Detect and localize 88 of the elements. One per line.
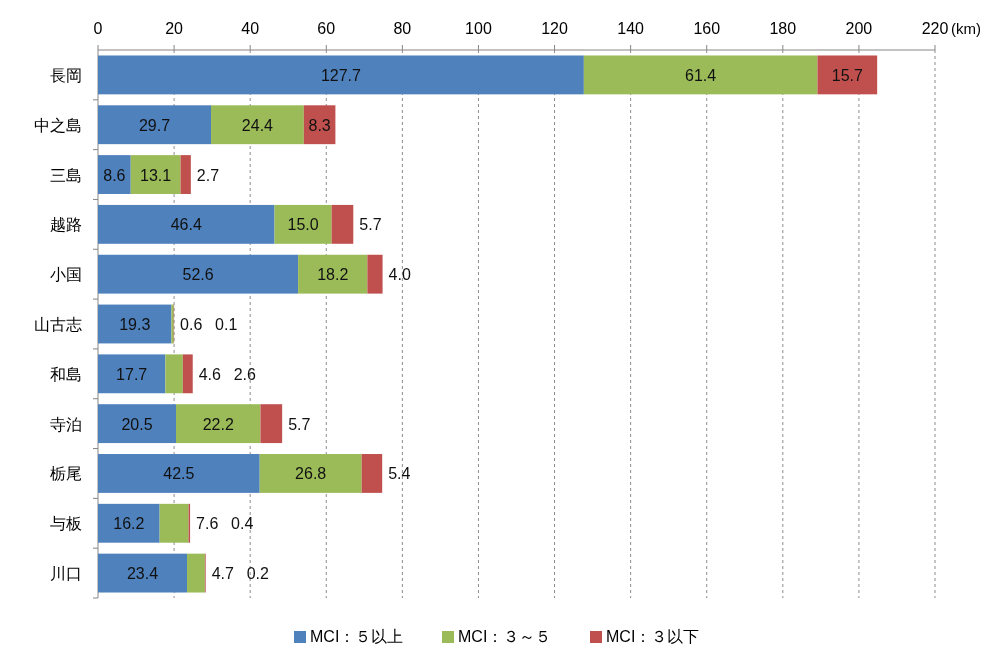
y-tick-label: 小国 (50, 266, 82, 284)
y-tick-label: 長岡 (50, 66, 82, 84)
data-label: 22.2 (202, 415, 234, 433)
bar (98, 553, 188, 593)
data-label: 5.7 (288, 415, 311, 433)
bar (331, 204, 354, 244)
y-tick-label: 三島 (50, 166, 82, 184)
data-label: 7.6 (196, 515, 219, 533)
data-label: 13.1 (140, 166, 172, 184)
data-label: 19.3 (119, 316, 151, 333)
x-tick-label: 200 (845, 20, 873, 37)
x-tick-label: 100 (465, 20, 492, 37)
bar (98, 254, 299, 294)
x-axis-title: (km) (951, 20, 981, 37)
bar (298, 254, 368, 294)
x-tick-label: 60 (317, 20, 336, 37)
data-label: 46.4 (170, 216, 202, 234)
data-label: 8.6 (103, 166, 126, 184)
x-tick-label: 80 (393, 20, 412, 37)
data-label: 0.1 (215, 316, 238, 333)
x-tick-label: 0 (93, 20, 103, 37)
y-tick-label: 川口 (50, 565, 82, 583)
bar (817, 55, 878, 95)
data-label: 8.3 (308, 116, 331, 134)
data-label: 24.4 (241, 116, 274, 134)
bar (159, 503, 189, 543)
bar (98, 55, 584, 95)
x-tick-label: 180 (769, 20, 797, 37)
data-label: 4.0 (388, 266, 411, 284)
y-tick-label: 山古志 (34, 316, 82, 333)
bar (98, 155, 131, 194)
bar (361, 454, 383, 493)
data-label: 2.6 (233, 365, 257, 383)
data-label: 52.6 (182, 266, 214, 284)
data-label: 127.7 (320, 66, 362, 84)
x-tick-label: 20 (165, 20, 184, 37)
x-tick-label: 40 (241, 20, 260, 37)
bar (98, 404, 176, 444)
data-label: 42.5 (163, 465, 195, 483)
bar (98, 304, 172, 344)
data-label: 4.7 (211, 565, 235, 583)
bar (175, 404, 261, 444)
data-label: 29.7 (138, 116, 171, 134)
y-tick-label: 与板 (50, 515, 82, 533)
data-label: 15.7 (831, 66, 863, 84)
bar (187, 553, 205, 593)
data-label: 0.6 (180, 316, 203, 333)
bar (180, 155, 191, 194)
bar (260, 404, 283, 444)
y-tick-label: 和島 (50, 365, 82, 383)
data-label: 16.2 (113, 515, 145, 533)
bar (98, 503, 160, 543)
legend-label: MCI：５以上 (310, 628, 404, 645)
data-label: 4.6 (198, 365, 222, 383)
data-label: 15.0 (287, 216, 319, 234)
data-label: 23.4 (126, 565, 159, 583)
legend-label: MCI：３～５ (458, 628, 552, 645)
bar (98, 354, 166, 394)
y-tick-label: 栃尾 (50, 465, 82, 483)
bar (182, 354, 193, 394)
data-label: 18.2 (317, 266, 349, 284)
x-tick-label: 120 (541, 20, 568, 37)
data-label: 20.5 (121, 415, 153, 433)
bar (259, 454, 362, 493)
bar (367, 254, 383, 294)
y-tick-label: 中之島 (34, 116, 82, 134)
data-label: 5.7 (359, 216, 382, 234)
y-tick-label: 寺泊 (50, 415, 82, 433)
bar (211, 105, 304, 145)
bar (274, 204, 332, 244)
bar (98, 105, 211, 145)
bar (583, 55, 818, 95)
data-label: 0.2 (246, 565, 270, 583)
data-label: 17.7 (116, 365, 148, 383)
data-label: 61.4 (685, 66, 717, 84)
bar (130, 155, 181, 194)
y-tick-label: 越路 (50, 216, 82, 234)
x-tick-label: 160 (693, 20, 721, 37)
bar (98, 204, 275, 244)
data-label: 0.4 (231, 515, 254, 533)
legend-label: MCI：３以下 (606, 628, 700, 645)
data-label: 5.4 (388, 465, 411, 483)
x-tick-label: 140 (617, 20, 645, 37)
bar (165, 354, 183, 394)
data-label: 2.7 (196, 166, 220, 184)
x-tick-label: 220 (921, 20, 949, 37)
bar (98, 454, 260, 493)
data-label: 26.8 (295, 465, 327, 483)
